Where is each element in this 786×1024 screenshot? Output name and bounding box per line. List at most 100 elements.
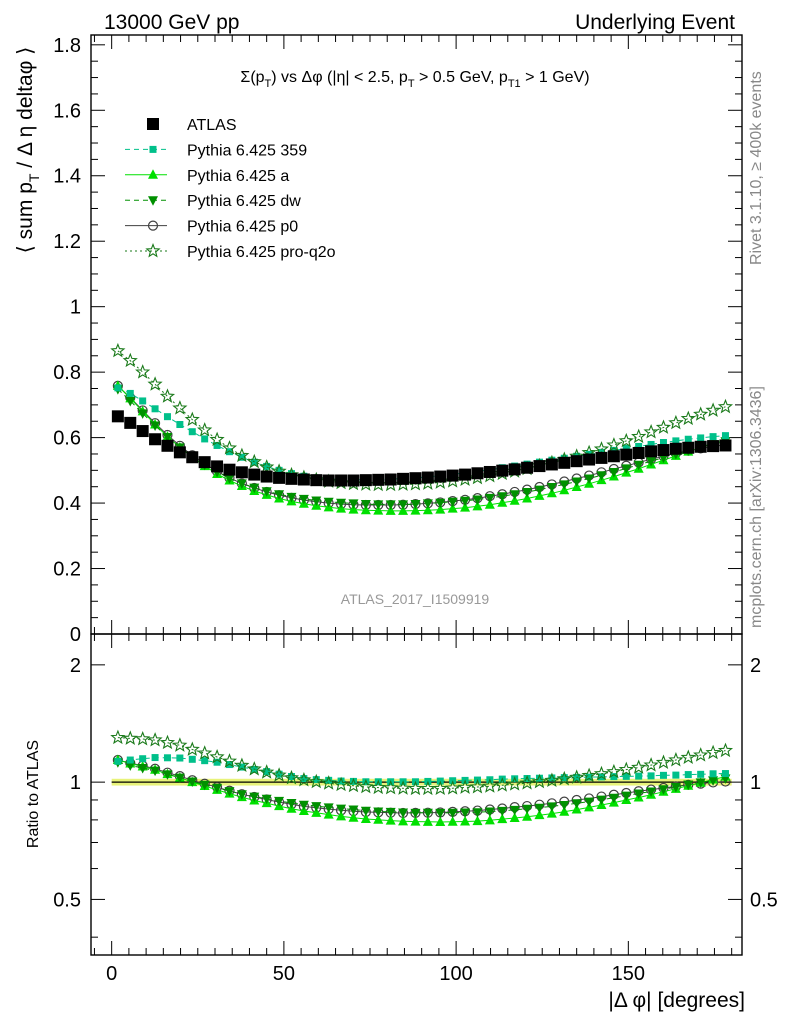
ratio-y-tick-label-right: 2 — [750, 655, 761, 677]
data-point-pq2o — [693, 406, 709, 421]
data-point-pa — [509, 495, 520, 505]
data-point-pdw — [323, 497, 334, 508]
ratio-point-pq2o — [271, 767, 287, 782]
data-point-atlas — [694, 440, 707, 453]
ratio-point-pdw — [534, 803, 545, 814]
ratio-point-pdw — [286, 799, 297, 809]
ratio-point-p359 — [325, 776, 333, 784]
data-point-atlas — [632, 446, 645, 459]
ratio-point-pa — [497, 813, 508, 824]
ratio-point-pa — [311, 807, 322, 817]
data-point-atlas — [124, 416, 137, 429]
ratio-point-pq2o — [135, 730, 151, 746]
data-point-pdw — [385, 500, 396, 510]
data-point-pdw — [311, 496, 322, 506]
data-point-atlas — [533, 460, 546, 473]
ratio-y-tick-label: 2 — [70, 655, 81, 677]
ratio-point-pa — [472, 815, 483, 826]
ratio-point-pq2o — [544, 772, 560, 788]
data-point-atlas — [223, 463, 236, 476]
data-point-pq2o — [606, 437, 622, 452]
ratio-point-pdw — [435, 808, 446, 819]
y-tick-label: 0.6 — [53, 428, 81, 450]
data-point-pdw — [286, 492, 297, 503]
ratio-point-p359 — [349, 777, 357, 785]
ratio-point-p359 — [560, 774, 568, 782]
x-tick-label: 50 — [273, 963, 295, 985]
ratio-point-pa — [484, 814, 495, 825]
ratio-point-pq2o — [184, 741, 200, 756]
axes-group: 0 50 100 150 0 0.2 0.4 0.6 0.8 1 1.2 1.4 1.6 1.8 0.5 0.… — [53, 35, 778, 985]
ratio-point-pa — [422, 816, 433, 826]
legend: ATLAS Pythia 6.425 359 Pythia 6.425 a Pythi… — [125, 117, 336, 261]
ratio-point-pq2o — [494, 777, 510, 792]
ratio-point-pdw — [199, 780, 210, 791]
data-point-atlas — [310, 474, 323, 487]
ratio-y-axis-label: Ratio to ATLAS — [25, 740, 42, 848]
ratio-point-p359 — [721, 770, 729, 778]
ratio-point-pdw — [708, 776, 719, 786]
ratio-point-pdw — [212, 783, 223, 794]
ratio-point-pq2o — [445, 780, 461, 795]
ratio-point-pq2o — [618, 761, 634, 777]
data-point-atlas — [545, 458, 558, 471]
data-point-pq2o — [172, 400, 188, 415]
data-point-pq2o — [631, 428, 647, 444]
ratio-point-p359 — [523, 775, 531, 783]
ratio-point-pq2o — [705, 744, 721, 760]
ratio-point-pdw — [224, 787, 235, 797]
ratio-point-pdw — [559, 800, 570, 811]
ratio-point-pq2o — [395, 780, 411, 795]
ratio-point-pdw — [484, 807, 495, 818]
ratio-point-p359 — [684, 771, 692, 779]
data-point-pq2o — [717, 398, 734, 414]
data-point-p359 — [647, 440, 655, 448]
data-point-atlas — [297, 473, 310, 486]
ratio-point-pa — [348, 812, 359, 822]
legend-label-atlas: ATLAS — [187, 117, 237, 134]
data-point-atlas — [409, 472, 422, 485]
ratio-point-pdw — [398, 808, 409, 819]
data-point-atlas — [347, 474, 360, 487]
data-point-pdw — [559, 480, 570, 490]
ratio-point-pq2o — [345, 777, 362, 793]
data-point-pdw — [261, 487, 272, 497]
ratio-point-pq2o — [469, 778, 486, 794]
ratio-point-pdw — [608, 793, 619, 804]
data-point-atlas — [719, 439, 732, 452]
header-left: 13000 GeV pp — [104, 11, 239, 34]
data-point-atlas — [198, 456, 211, 469]
ratio-point-pdw — [472, 808, 483, 818]
ratio-point-pa — [447, 816, 458, 826]
x-tick-label: 0 — [106, 963, 117, 985]
ratio-point-pq2o — [259, 764, 275, 779]
ratio-point-p359 — [535, 774, 543, 782]
data-point-pa — [447, 503, 458, 513]
ratio-point-pq2o — [234, 757, 250, 773]
ratio-point-pq2o — [631, 759, 647, 774]
ratio-point-p359 — [213, 758, 221, 766]
data-point-pq2o — [197, 422, 213, 437]
ratio-point-pq2o — [321, 775, 337, 790]
header-right: Underlying Event — [575, 11, 735, 34]
ratio-point-pdw — [311, 802, 322, 812]
y-tick-label: 1.6 — [53, 100, 81, 122]
legend-marker-atlas — [147, 118, 159, 130]
ratio-y-tick-label-right: 0.5 — [750, 889, 778, 911]
ratio-point-pdw — [336, 804, 347, 815]
data-point-p359 — [213, 441, 221, 449]
data-point-p359 — [659, 439, 667, 447]
data-point-pdw — [137, 409, 148, 419]
data-point-atlas — [607, 450, 620, 463]
y-tick-label: 1.8 — [53, 35, 81, 57]
ratio-point-pa — [360, 813, 371, 823]
x-tick-label: 100 — [439, 963, 472, 985]
ratio-point-pdw — [670, 782, 681, 793]
data-point-atlas — [595, 451, 608, 464]
data-point-pdw — [460, 496, 471, 507]
data-point-pq2o — [593, 441, 610, 456]
data-point-atlas — [211, 460, 224, 473]
data-point-pdw — [410, 500, 421, 510]
ratio-point-p359 — [647, 772, 655, 780]
data-point-pdw — [125, 396, 136, 407]
